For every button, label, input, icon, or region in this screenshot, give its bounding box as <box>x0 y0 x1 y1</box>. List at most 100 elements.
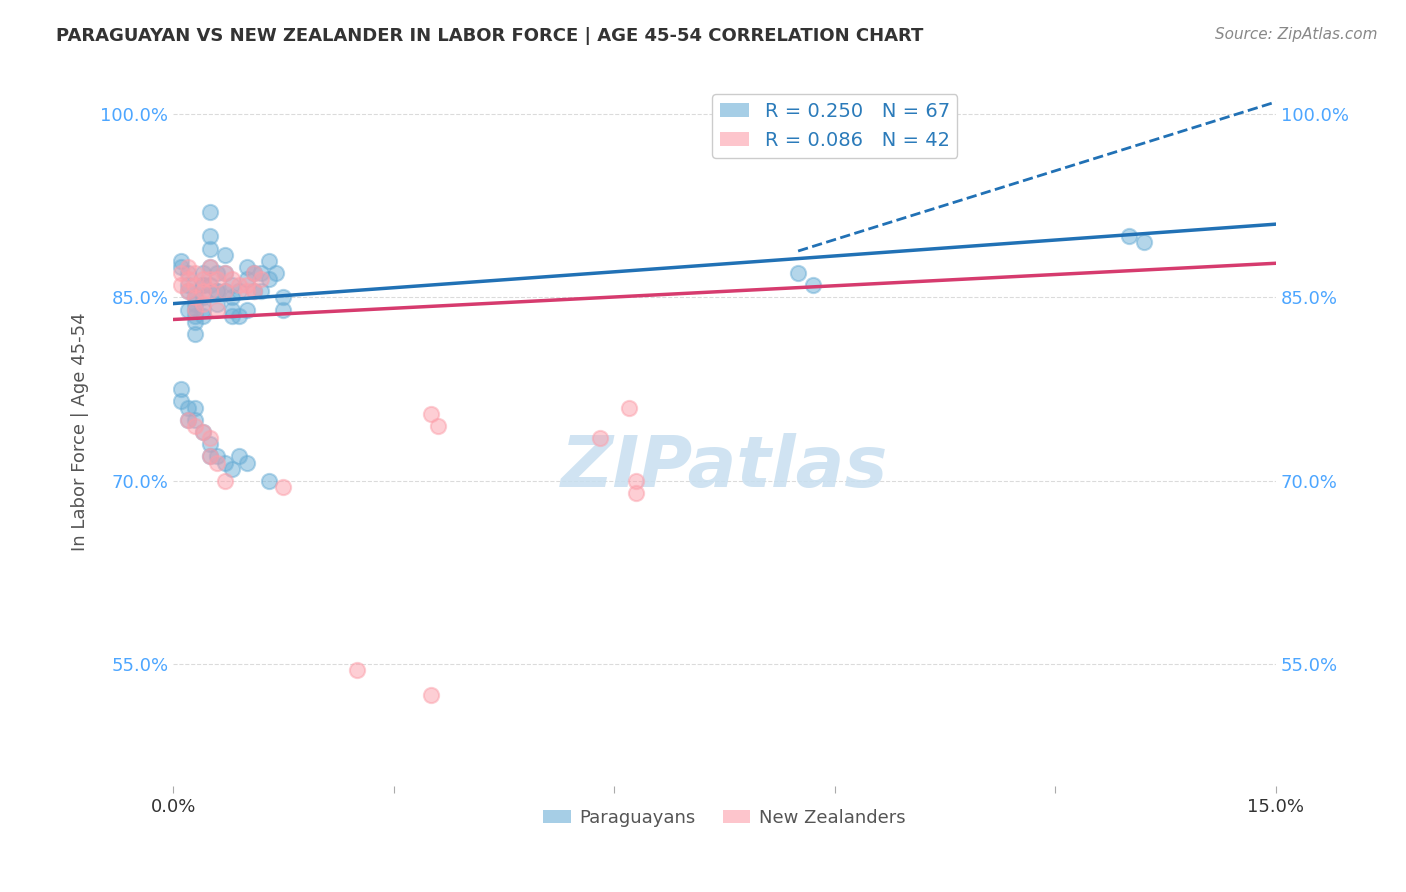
Point <box>257 474 280 488</box>
Point <box>191 309 214 323</box>
Point <box>264 266 287 280</box>
Point <box>228 450 250 464</box>
Point <box>787 266 810 280</box>
Point <box>207 450 229 464</box>
Point <box>243 285 266 299</box>
Point <box>198 272 221 286</box>
Point <box>184 291 207 305</box>
Point <box>184 327 207 342</box>
Point <box>198 450 221 464</box>
Point <box>198 450 221 464</box>
Point <box>235 260 257 274</box>
Point <box>191 296 214 310</box>
Text: Source: ZipAtlas.com: Source: ZipAtlas.com <box>1215 27 1378 42</box>
Point <box>169 266 191 280</box>
Text: ZIPatlas: ZIPatlas <box>561 433 889 502</box>
Point <box>177 278 200 293</box>
Point <box>228 285 250 299</box>
Point <box>214 248 236 262</box>
Point <box>191 302 214 317</box>
Legend: Paraguayans, New Zealanders: Paraguayans, New Zealanders <box>536 802 912 834</box>
Point <box>243 266 266 280</box>
Point <box>191 291 214 305</box>
Point <box>243 266 266 280</box>
Point <box>1132 235 1154 250</box>
Point <box>177 285 200 299</box>
Point <box>177 272 200 286</box>
Point <box>191 266 214 280</box>
Point <box>177 285 200 299</box>
Point <box>207 456 229 470</box>
Point <box>243 285 266 299</box>
Point <box>207 296 229 310</box>
Point <box>177 413 200 427</box>
Point <box>177 302 200 317</box>
Point <box>250 272 273 286</box>
Point <box>626 474 648 488</box>
Point <box>191 425 214 439</box>
Point <box>426 418 449 433</box>
Point <box>191 278 214 293</box>
Point <box>235 278 257 293</box>
Y-axis label: In Labor Force | Age 45-54: In Labor Force | Age 45-54 <box>72 313 89 551</box>
Point <box>419 407 441 421</box>
Point <box>273 302 295 317</box>
Point <box>184 413 207 427</box>
Point <box>184 266 207 280</box>
Point <box>207 266 229 280</box>
Point <box>169 382 191 396</box>
Point <box>214 266 236 280</box>
Point <box>207 285 229 299</box>
Point <box>191 285 214 299</box>
Point <box>626 486 648 500</box>
Point <box>228 278 250 293</box>
Point <box>177 413 200 427</box>
Point <box>221 302 243 317</box>
Point <box>221 278 243 293</box>
Text: PARAGUAYAN VS NEW ZEALANDER IN LABOR FORCE | AGE 45-54 CORRELATION CHART: PARAGUAYAN VS NEW ZEALANDER IN LABOR FOR… <box>56 27 924 45</box>
Point <box>184 302 207 317</box>
Point <box>207 302 229 317</box>
Point <box>257 253 280 268</box>
Point <box>214 456 236 470</box>
Point <box>214 266 236 280</box>
Point <box>346 664 368 678</box>
Point <box>198 285 221 299</box>
Point <box>235 456 257 470</box>
Point <box>801 278 824 293</box>
Point <box>184 302 207 317</box>
Point <box>1118 229 1140 244</box>
Point <box>191 425 214 439</box>
Point <box>228 309 250 323</box>
Point <box>184 401 207 415</box>
Point <box>221 309 243 323</box>
Point <box>419 688 441 702</box>
Point <box>221 291 243 305</box>
Point <box>221 272 243 286</box>
Point <box>191 278 214 293</box>
Point <box>207 285 229 299</box>
Point <box>184 315 207 329</box>
Point <box>214 285 236 299</box>
Point <box>169 394 191 409</box>
Point <box>184 291 207 305</box>
Point <box>198 205 221 219</box>
Point <box>184 278 207 293</box>
Point <box>198 437 221 451</box>
Point <box>250 266 273 280</box>
Point <box>235 272 257 286</box>
Point <box>184 296 207 310</box>
Point <box>198 229 221 244</box>
Point <box>235 302 257 317</box>
Point <box>588 431 610 445</box>
Point <box>257 272 280 286</box>
Point <box>221 461 243 475</box>
Point <box>198 260 221 274</box>
Point <box>198 431 221 445</box>
Point <box>273 480 295 494</box>
Point <box>250 285 273 299</box>
Point <box>184 309 207 323</box>
Point <box>184 418 207 433</box>
Point <box>169 260 191 274</box>
Point <box>177 260 200 274</box>
